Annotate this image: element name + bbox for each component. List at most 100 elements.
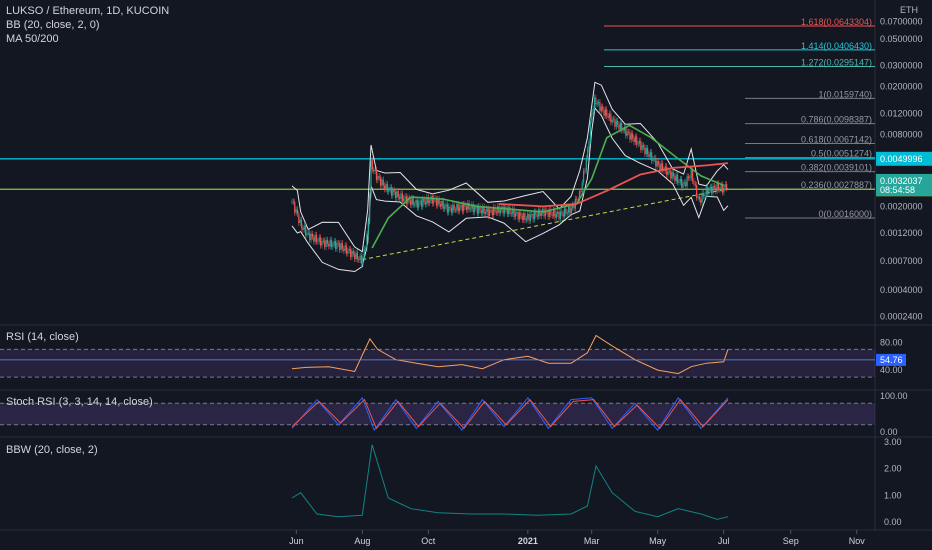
candle-body[interactable] <box>682 183 684 188</box>
candle-body[interactable] <box>463 203 465 212</box>
candle-body[interactable] <box>588 141 590 150</box>
candle-body[interactable] <box>717 183 720 190</box>
candle-body[interactable] <box>411 198 413 205</box>
candle-body[interactable] <box>610 113 612 123</box>
candle-body[interactable] <box>429 200 431 204</box>
candle-body[interactable] <box>652 159 654 161</box>
candle-body[interactable] <box>535 211 537 216</box>
candle-body[interactable] <box>326 239 329 244</box>
candle-body[interactable] <box>345 245 348 254</box>
candle-body[interactable] <box>444 206 446 209</box>
candle-body[interactable] <box>615 120 617 127</box>
candle-body[interactable] <box>700 199 702 203</box>
candle-body[interactable] <box>603 109 605 116</box>
candle-body[interactable] <box>373 169 375 172</box>
candle-body[interactable] <box>369 195 371 221</box>
candle-body[interactable] <box>660 163 662 170</box>
candle-body[interactable] <box>480 210 482 214</box>
candle-body[interactable] <box>606 109 608 117</box>
candle-body[interactable] <box>521 215 523 220</box>
candle-body[interactable] <box>453 204 455 210</box>
candle-body[interactable] <box>295 209 297 213</box>
candle-body[interactable] <box>442 200 444 209</box>
candle-body[interactable] <box>494 207 496 212</box>
candle-body[interactable] <box>619 123 621 130</box>
candle-body[interactable] <box>599 102 601 112</box>
candle-body[interactable] <box>329 239 331 247</box>
candle-body[interactable] <box>367 220 369 235</box>
candle-body[interactable] <box>499 209 502 214</box>
candle-body[interactable] <box>458 206 461 212</box>
candle-body[interactable] <box>435 199 438 206</box>
candle-body[interactable] <box>697 196 699 198</box>
candle-body[interactable] <box>538 209 540 217</box>
candle-body[interactable] <box>694 183 696 186</box>
candle-body[interactable] <box>363 248 365 258</box>
candle-body[interactable] <box>465 206 467 210</box>
candle-body[interactable] <box>374 169 376 172</box>
candle-body[interactable] <box>378 176 380 178</box>
candle-body[interactable] <box>604 109 606 116</box>
candle-body[interactable] <box>708 189 710 194</box>
candle-body[interactable] <box>580 191 582 193</box>
candle-body[interactable] <box>508 207 510 215</box>
candle-body[interactable] <box>393 190 395 192</box>
candle-body[interactable] <box>441 200 443 207</box>
candle-body[interactable] <box>678 182 680 184</box>
candle-body[interactable] <box>493 207 495 216</box>
candle-body[interactable] <box>335 241 337 249</box>
ma200-line[interactable] <box>498 162 729 208</box>
bbw-line[interactable] <box>291 444 729 520</box>
candle-body[interactable] <box>510 213 512 215</box>
candle-body[interactable] <box>400 193 402 199</box>
candle-body[interactable] <box>385 183 387 190</box>
candle-body[interactable] <box>382 179 384 186</box>
candle-body[interactable] <box>482 206 484 214</box>
candle-body[interactable] <box>518 212 521 220</box>
candle-body[interactable] <box>569 206 571 214</box>
candle-body[interactable] <box>321 240 323 246</box>
candle-body[interactable] <box>399 197 401 199</box>
candle-body[interactable] <box>667 171 669 175</box>
candle-body[interactable] <box>392 190 394 196</box>
candle-body[interactable] <box>473 207 476 213</box>
candle-body[interactable] <box>585 157 587 172</box>
candle-body[interactable] <box>562 213 564 217</box>
rsi-legend[interactable]: RSI (14, close) <box>6 331 79 343</box>
candle-body[interactable] <box>553 209 555 216</box>
candle-body[interactable] <box>446 204 448 213</box>
candle-body[interactable] <box>483 206 485 214</box>
candle-body[interactable] <box>675 174 677 181</box>
candle-body[interactable] <box>352 251 354 254</box>
candle-body[interactable] <box>532 214 534 220</box>
candle-body[interactable] <box>709 186 711 190</box>
candle-body[interactable] <box>472 204 474 213</box>
candle-body[interactable] <box>409 200 412 205</box>
candle-body[interactable] <box>296 209 299 215</box>
candle-body[interactable] <box>498 206 500 214</box>
candle-body[interactable] <box>311 233 314 238</box>
candle-body[interactable] <box>636 136 638 145</box>
candle-body[interactable] <box>547 211 549 217</box>
candle-body[interactable] <box>478 206 480 214</box>
candle-body[interactable] <box>578 191 581 201</box>
candle-body[interactable] <box>704 195 706 197</box>
candle-body[interactable] <box>612 118 615 120</box>
candle-body[interactable] <box>617 120 619 125</box>
candle-body[interactable] <box>348 249 350 251</box>
candle-body[interactable] <box>456 204 458 210</box>
candle-body[interactable] <box>679 178 681 183</box>
candle-body[interactable] <box>629 132 631 140</box>
candle-body[interactable] <box>475 206 477 208</box>
main-price-pane[interactable]: 1.618(0.0643304) 1.414(0.0406430) 1.272(0.… <box>0 17 875 273</box>
candle-body[interactable] <box>307 232 309 234</box>
candle-body[interactable] <box>713 185 715 188</box>
candle-body[interactable] <box>412 198 414 205</box>
candle-body[interactable] <box>497 206 499 213</box>
candle-body[interactable] <box>597 102 600 104</box>
candle-body[interactable] <box>351 251 353 258</box>
candle-body[interactable] <box>544 210 547 217</box>
candle-body[interactable] <box>344 245 346 251</box>
candle-body[interactable] <box>540 212 542 216</box>
candle-body[interactable] <box>414 204 416 206</box>
